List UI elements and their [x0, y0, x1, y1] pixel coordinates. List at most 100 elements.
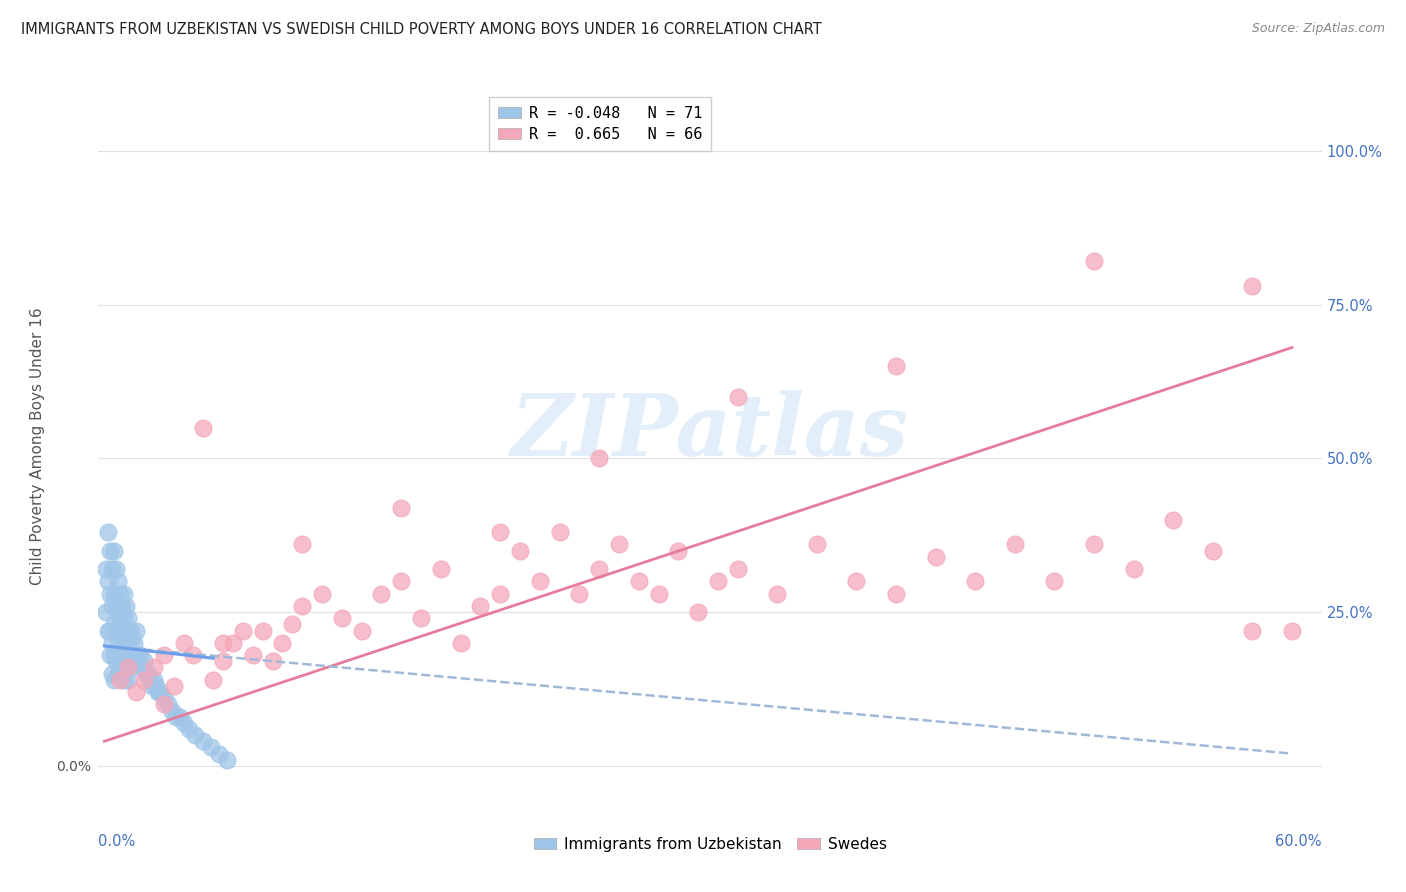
Text: ZIPatlas: ZIPatlas [510, 390, 910, 474]
Point [281, 617, 304, 632]
Point [152, 648, 174, 662]
Point [141, 679, 163, 693]
Point [101, 599, 124, 613]
Point [107, 605, 129, 619]
Point [179, 722, 201, 736]
Point [1241, 624, 1264, 638]
Point [924, 549, 946, 564]
Point [193, 734, 215, 748]
Point [121, 660, 143, 674]
Point [105, 592, 128, 607]
Point [208, 747, 231, 761]
Point [262, 654, 284, 668]
Point [666, 543, 689, 558]
Text: IMMIGRANTS FROM UZBEKISTAN VS SWEDISH CHILD POVERTY AMONG BOYS UNDER 16 CORRELAT: IMMIGRANTS FROM UZBEKISTAN VS SWEDISH CH… [21, 22, 823, 37]
Point [707, 574, 730, 589]
Point [165, 709, 187, 723]
Point [160, 704, 183, 718]
Point [1043, 574, 1066, 589]
Point [217, 753, 239, 767]
Point [117, 660, 139, 674]
Point [125, 685, 148, 699]
Point [103, 617, 125, 632]
Point [146, 685, 169, 699]
Point [97, 525, 120, 540]
Point [409, 611, 432, 625]
Point [311, 587, 333, 601]
Point [101, 562, 124, 576]
Point [1241, 279, 1264, 293]
Point [101, 636, 124, 650]
Point [98, 624, 121, 638]
Point [105, 624, 128, 638]
Point [884, 587, 907, 601]
Point [107, 666, 129, 681]
Point [370, 587, 392, 601]
Point [766, 587, 789, 601]
Point [1083, 537, 1105, 551]
Point [142, 673, 165, 687]
Point [115, 636, 138, 650]
Point [132, 654, 155, 668]
Point [125, 624, 148, 638]
Point [509, 543, 531, 558]
Y-axis label: Child Poverty Among Boys Under 16: Child Poverty Among Boys Under 16 [31, 307, 45, 585]
Text: Source: ZipAtlas.com: Source: ZipAtlas.com [1251, 22, 1385, 36]
Point [145, 679, 167, 693]
Point [98, 648, 121, 662]
Point [548, 525, 571, 540]
Point [252, 624, 274, 638]
Point [107, 636, 129, 650]
Point [107, 574, 129, 589]
Point [97, 574, 120, 589]
Point [1122, 562, 1144, 576]
Point [806, 537, 828, 551]
Point [149, 685, 172, 699]
Point [727, 562, 749, 576]
Point [112, 587, 135, 601]
Point [112, 673, 135, 687]
Point [136, 666, 159, 681]
Point [470, 599, 492, 613]
Point [965, 574, 987, 589]
Point [112, 642, 135, 657]
Point [139, 673, 162, 687]
Point [156, 698, 179, 712]
Point [727, 390, 749, 404]
Text: 0.0%: 0.0% [98, 834, 135, 849]
Point [183, 648, 205, 662]
Point [845, 574, 868, 589]
Text: 60.0%: 60.0% [1275, 834, 1322, 849]
Point [108, 654, 131, 668]
Point [291, 537, 314, 551]
Point [120, 654, 142, 668]
Point [627, 574, 650, 589]
Point [103, 543, 125, 558]
Point [96, 605, 118, 619]
Point [101, 666, 124, 681]
Point [122, 636, 145, 650]
Point [489, 587, 512, 601]
Point [103, 648, 125, 662]
Point [169, 709, 191, 723]
Point [117, 611, 139, 625]
Point [450, 636, 472, 650]
Point [184, 728, 207, 742]
Point [1083, 254, 1105, 268]
Point [884, 359, 907, 373]
Point [117, 673, 139, 687]
Point [117, 642, 139, 657]
Point [120, 624, 142, 638]
Point [115, 599, 138, 613]
Point [103, 673, 125, 687]
Point [129, 648, 152, 662]
Point [271, 636, 294, 650]
Point [127, 648, 149, 662]
Point [350, 624, 373, 638]
Point [173, 636, 195, 650]
Point [607, 537, 630, 551]
Point [131, 660, 153, 674]
Point [212, 636, 235, 650]
Point [173, 715, 195, 730]
Point [688, 605, 710, 619]
